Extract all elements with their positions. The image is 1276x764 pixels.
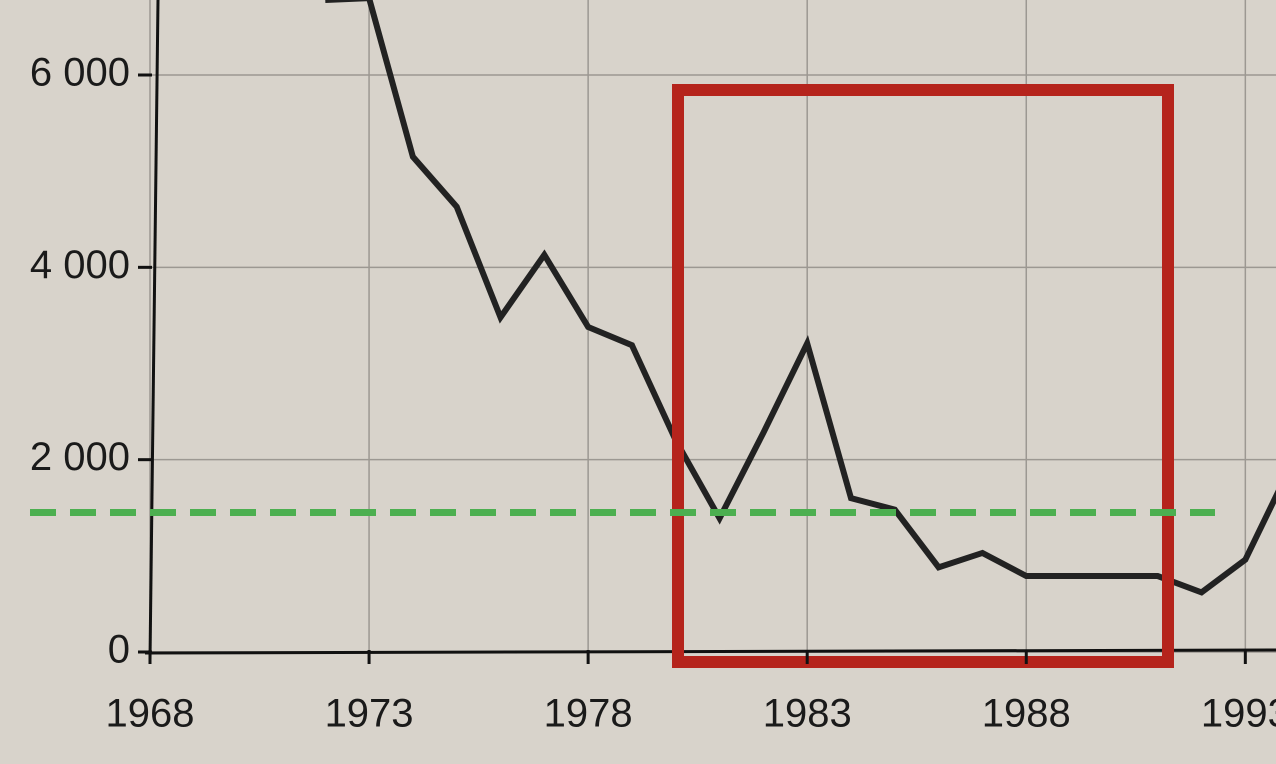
highlight-box (672, 84, 1174, 668)
y-axis (148, 0, 160, 661)
x-axis (144, 648, 1276, 655)
y-tick-label: 6 000 (30, 51, 130, 95)
y-tick-label: 2 000 (30, 435, 130, 479)
x-tick-label: 1983 (763, 692, 852, 736)
y-tick-label: 4 000 (30, 243, 130, 287)
x-tick-label: 1988 (982, 692, 1071, 736)
line-series (325, 0, 1276, 596)
x-tick-label: 1968 (106, 692, 195, 736)
x-tick-label: 1993 (1201, 692, 1276, 736)
x-tick-label: 1978 (544, 692, 633, 736)
y-tick-label: 0 (108, 628, 130, 672)
x-tick-label: 1973 (325, 692, 414, 736)
